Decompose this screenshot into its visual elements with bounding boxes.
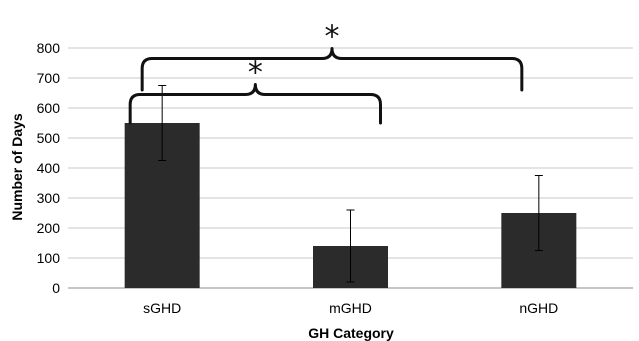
significance-brackets: **: [128, 20, 524, 125]
y-tick-label: 600: [37, 100, 61, 116]
significance-star: *: [325, 20, 340, 55]
significance-bracket: [140, 47, 524, 92]
error-bars: [158, 85, 543, 283]
x-tick-labels: sGHD mGHD nGHD: [143, 300, 558, 316]
y-tick-label: 0: [52, 280, 60, 296]
y-tick-label: 200: [37, 220, 61, 236]
y-tick-label: 100: [37, 250, 61, 266]
y-axis-title: Number of Days: [9, 113, 25, 221]
y-tick-label: 700: [37, 70, 61, 86]
significance-star: *: [248, 56, 263, 91]
x-tick-label: nGHD: [519, 300, 558, 316]
y-tick-label: 400: [37, 160, 61, 176]
y-tick-label: 500: [37, 130, 61, 146]
y-tick-labels: 0 100 200 300 400 500 600 700 800: [37, 40, 61, 296]
significance-bracket: [128, 83, 382, 125]
y-tick-label: 300: [37, 190, 61, 206]
x-tick-label: sGHD: [143, 300, 181, 316]
y-tick-label: 800: [37, 40, 61, 56]
x-tick-label: mGHD: [329, 300, 372, 316]
x-axis-title: GH Category: [308, 325, 394, 341]
